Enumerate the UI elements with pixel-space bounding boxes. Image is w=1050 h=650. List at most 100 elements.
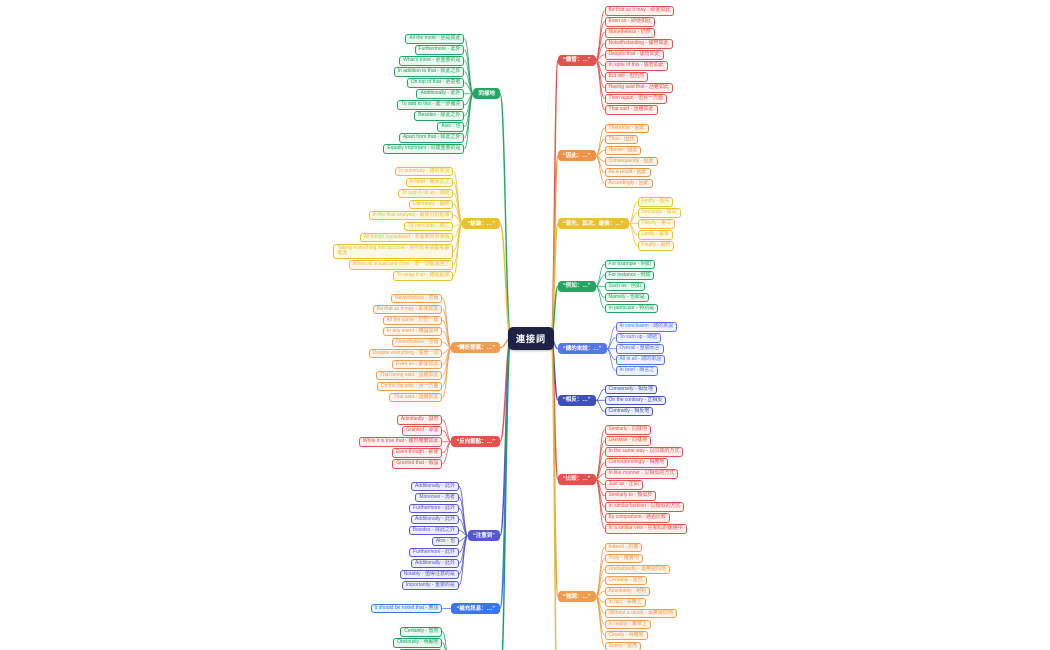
leaf-node[interactable]: Therefore - 因此 (604, 123, 649, 133)
leaf-node[interactable]: By comparison - 通過比較 (604, 513, 671, 523)
leaf-node[interactable]: Having said that - 話雖如此 (604, 83, 673, 93)
branch-topic[interactable]: “儘管：…” (558, 54, 596, 66)
leaf-node[interactable]: Thirdly - 第三 (637, 219, 675, 229)
leaf-node[interactable]: Even though - 即使 (391, 448, 443, 458)
leaf-node[interactable]: Admittedly - 誠然 (396, 415, 443, 425)
leaf-node[interactable]: For instance - 例如 (604, 270, 655, 280)
leaf-node[interactable]: Surely - 當然 (604, 641, 642, 650)
leaf-node[interactable]: In particular - 特別是 (604, 303, 659, 313)
leaf-node[interactable]: Undoubtedly - 毫無疑問地 (604, 564, 671, 574)
branch-topic[interactable]: 同樣地 (473, 88, 500, 100)
leaf-node[interactable]: Apart from that - 除此之外 (398, 133, 465, 143)
leaf-node[interactable]: In similar fashion - 以類似的方式 (604, 502, 685, 512)
leaf-node[interactable]: Secondly - 其次 (637, 208, 681, 218)
leaf-node[interactable]: Consequently - 因此 (604, 156, 658, 166)
leaf-node[interactable]: While it is true that - 雖然確實如此 (358, 437, 443, 447)
leaf-node[interactable]: Despite everything - 儘管一切 (368, 348, 443, 358)
branch-topic[interactable]: “因此：…” (558, 150, 596, 162)
leaf-node[interactable]: Without a doubt - 毫無疑問地 (604, 608, 677, 618)
central-topic[interactable]: 連接詞 (508, 327, 555, 350)
leaf-node[interactable]: Truly - 確實地 (604, 553, 643, 563)
leaf-node[interactable]: Then again - 但另一方面 (604, 94, 667, 104)
leaf-node[interactable]: Nonetheless - 仍然 (604, 28, 655, 38)
leaf-node[interactable]: Additionally - 此外 (410, 481, 459, 491)
leaf-node[interactable]: As a result - 因此 (604, 167, 651, 177)
branch-topic[interactable]: “總的來說：…” (558, 343, 607, 355)
leaf-node[interactable]: In spite of this - 儘管如此 (604, 61, 668, 71)
leaf-node[interactable]: Namely - 也就是 (604, 292, 649, 302)
branch-topic[interactable]: “相反：…” (558, 394, 596, 406)
leaf-node[interactable]: Even so - 即便如此 (391, 359, 443, 369)
leaf-node[interactable]: Also - 也 (437, 122, 465, 132)
leaf-node[interactable]: On the contrary - 正相反 (604, 395, 667, 405)
leaf-node[interactable]: All things considered - 考慮到所有事情 (359, 232, 454, 242)
leaf-node[interactable]: Taking everything into account - 把所有事情都考… (333, 243, 454, 259)
leaf-node[interactable]: Granted that - 假設 (392, 459, 443, 469)
leaf-node[interactable]: Hence - 因此 (604, 145, 642, 155)
branch-topic[interactable]: “補充訊息：…” (451, 603, 500, 614)
leaf-node[interactable]: Notably - 值得注意的是 (399, 569, 459, 579)
leaf-node[interactable]: Also - 也 (431, 536, 459, 546)
leaf-node[interactable]: That being said - 話雖如此 (375, 370, 443, 380)
leaf-node[interactable]: Lastly - 最後 (637, 230, 674, 240)
branch-topic[interactable]: “例如：…” (558, 280, 596, 292)
branch-topic[interactable]: “首先、其次、最後：…” (558, 218, 629, 230)
leaf-node[interactable]: When all is said and done - 當一切都說完了 (348, 260, 454, 270)
leaf-node[interactable]: Granted - 承認 (401, 426, 443, 436)
branch-topic[interactable]: “反向觀點：…” (451, 436, 500, 448)
branch-topic[interactable]: “注意到” (467, 530, 500, 542)
leaf-node[interactable]: It should be noted that - 應該 (370, 603, 443, 614)
leaf-node[interactable]: Nonetheless - 然而 (392, 337, 443, 347)
leaf-node[interactable]: Firstly - 首先 (637, 197, 674, 207)
leaf-node[interactable]: That said - 話雖如此 (604, 105, 658, 115)
leaf-node[interactable]: That said - 話雖如此 (389, 392, 443, 402)
leaf-node[interactable]: Correspondingly - 相應地 (604, 458, 669, 468)
leaf-node[interactable]: Contrarily - 相反地 (604, 406, 654, 416)
leaf-node[interactable]: Furthermore - 此外 (409, 547, 459, 557)
branch-topic[interactable]: “強調：…” (558, 591, 596, 603)
leaf-node[interactable]: Absolutely - 絕對 (604, 586, 651, 596)
leaf-node[interactable]: In fact - 事實上 (604, 597, 646, 607)
leaf-node[interactable]: Conversely - 相反地 (604, 384, 657, 394)
leaf-node[interactable]: Be that as it may - 即便如此 (372, 304, 443, 314)
leaf-node[interactable]: Notwithstanding - 儘管如此 (604, 39, 673, 49)
leaf-node[interactable]: Similarly - 同樣地 (604, 425, 651, 435)
branch-topic[interactable]: “轉折語氣：…” (451, 342, 500, 354)
leaf-node[interactable]: Overall - 整體而言 (615, 344, 664, 354)
leaf-node[interactable]: All the same - 仍然一樣 (382, 315, 443, 325)
leaf-node[interactable]: Obviously - 明顯地 (393, 638, 443, 648)
branch-topic[interactable]: “結論：…” (462, 218, 500, 229)
leaf-node[interactable]: To wrap it up - 總結起來 (392, 271, 454, 281)
leaf-node[interactable]: In brief - 簡言之 (615, 366, 659, 376)
leaf-node[interactable]: Finally - 最終 (637, 241, 675, 251)
leaf-node[interactable]: On top of that - 更甚者 (406, 78, 465, 88)
leaf-node[interactable]: Additionally - 此外 (410, 514, 459, 524)
leaf-node[interactable]: Similarly to - 類似於 (604, 491, 657, 501)
leaf-node[interactable]: Despite that - 儘管如此 (604, 50, 664, 60)
leaf-node[interactable]: Furthermore - 此外 (409, 503, 459, 513)
leaf-node[interactable]: But still - 但仍然 (604, 72, 649, 82)
leaf-node[interactable]: Clearly - 明確地 (604, 630, 648, 640)
leaf-node[interactable]: Thus - 因此 (604, 134, 639, 144)
leaf-node[interactable]: In a similar vein - 在類似的脈絡中 (604, 524, 687, 534)
leaf-node[interactable]: Besides - 除此之外 (408, 525, 459, 535)
leaf-node[interactable]: To sum it all up - 總結 (397, 188, 454, 198)
leaf-node[interactable]: In addition to that - 除此之外 (393, 67, 465, 77)
leaf-node[interactable]: To add to this - 進一步補充 (397, 100, 465, 110)
leaf-node[interactable]: Such as - 例如 (604, 281, 646, 291)
leaf-node[interactable]: In the final analysis - 最後分析起來 (368, 210, 454, 220)
leaf-node[interactable]: Moreover - 再者 (415, 492, 459, 502)
leaf-node[interactable]: Equally important - 同樣重要的是 (383, 144, 465, 154)
leaf-node[interactable]: For example - 例如 (604, 259, 655, 269)
leaf-node[interactable]: In reality - 實際上 (604, 619, 651, 629)
leaf-node[interactable]: In brief - 簡而言之 (405, 177, 454, 187)
leaf-node[interactable]: Nevertheless - 然而 (390, 293, 443, 303)
leaf-node[interactable]: All in all - 總的來說 (615, 355, 666, 365)
leaf-node[interactable]: In the same way - 以同樣的方式 (604, 447, 684, 457)
branch-topic[interactable]: “比較：…” (558, 473, 596, 485)
leaf-node[interactable]: To sum up - 總結 (615, 333, 662, 343)
leaf-node[interactable]: Additionally - 此外 (416, 89, 465, 99)
leaf-node[interactable]: In conclusion - 總的來說 (615, 322, 678, 332)
leaf-node[interactable]: Even so - 即便如此 (604, 17, 656, 27)
leaf-node[interactable]: Certainly - 當然 (400, 627, 443, 637)
